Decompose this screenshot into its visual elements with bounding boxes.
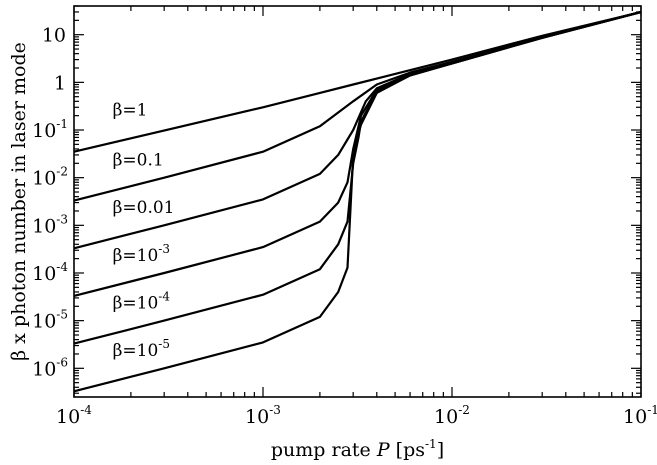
x-tick-label: 10-1 <box>623 403 657 428</box>
x-tick-label-exp: -4 <box>80 403 92 417</box>
y-tick-label-base: 1 <box>54 72 66 94</box>
curve-label-base: β=10 <box>113 246 159 266</box>
curves-group <box>73 10 642 393</box>
x-tick-label: 10-3 <box>245 403 281 428</box>
y-tick-label-exp: -3 <box>56 212 68 226</box>
y-tick-label: 10-6 <box>32 355 68 380</box>
curve-labels-group: β=1β=0.1β=0.01β=10-3β=10-4β=10-5 <box>113 101 175 361</box>
series-line-2 <box>73 10 642 202</box>
plot-frame <box>73 5 642 398</box>
x-tick-label-exp: -1 <box>647 403 657 417</box>
y-tick-label: 10 <box>42 25 66 47</box>
x-axis-title-close: ] <box>437 439 444 461</box>
y-tick-label-base: 10 <box>32 263 56 285</box>
y-tick-label: 10-2 <box>32 165 68 190</box>
y-tick-label-exp: -6 <box>56 355 68 369</box>
x-tick-label-base: 10 <box>623 406 647 428</box>
y-tick-label: 10-1 <box>32 117 68 142</box>
y-tick-label: 10-3 <box>32 212 68 237</box>
y-tick-label-base: 10 <box>32 358 56 380</box>
y-tick-label-base: 10 <box>32 215 56 237</box>
y-tick-label-exp: -1 <box>56 117 68 131</box>
y-tick-label: 1 <box>54 72 66 94</box>
curve-label-base: β=1 <box>113 101 148 121</box>
curve-label-base: β=0.1 <box>113 151 164 171</box>
y-tick-label: 10-4 <box>32 260 68 285</box>
curve-label-base: β=0.01 <box>113 198 175 218</box>
curve-label-exp: -3 <box>158 242 170 256</box>
x-tick-label-exp: -3 <box>269 403 281 417</box>
y-tick-label-base: 10 <box>32 168 56 190</box>
curve-label-exp: -4 <box>158 289 170 303</box>
y-tick-label-base: 10 <box>42 25 66 47</box>
series-line-6 <box>73 10 642 393</box>
x-axis-title-post: [ps <box>390 439 425 461</box>
x-tick-label-base: 10 <box>56 406 80 428</box>
y-tick-label: 10-5 <box>32 308 68 333</box>
curve-label-3: β=0.01 <box>113 198 175 218</box>
ticks-group: 10-4 10-3 10-2 10-110-610-510-410-310-210-1… <box>32 5 657 428</box>
y-tick-label-base: 10 <box>32 311 56 333</box>
y-axis-title: β x photon number in laser mode <box>8 42 30 361</box>
x-axis-title: pump rate P [ps-1] <box>271 437 444 461</box>
curve-label-4: β=10-3 <box>113 242 170 266</box>
x-tick-label-base: 10 <box>434 406 458 428</box>
x-axis-title-var: P <box>376 439 391 461</box>
curve-label-base: β=10 <box>113 341 159 361</box>
x-axis-title-exp: -1 <box>425 437 437 451</box>
y-tick-label-exp: -5 <box>56 308 68 322</box>
x-tick-label-exp: -2 <box>458 403 470 417</box>
curve-label-6: β=10-5 <box>113 337 170 361</box>
curve-label-exp: -5 <box>158 337 170 351</box>
x-tick-label-base: 10 <box>245 406 269 428</box>
series-line-1 <box>73 10 642 153</box>
y-tick-label-exp: -4 <box>56 260 68 274</box>
x-tick-label: 10-2 <box>434 403 470 428</box>
curve-label-base: β=10 <box>113 293 159 313</box>
y-tick-label-base: 10 <box>32 120 56 142</box>
curve-label-2: β=0.1 <box>113 151 164 171</box>
y-tick-label-exp: -2 <box>56 165 68 179</box>
x-axis-title-pre: pump rate <box>271 439 377 461</box>
curve-label-1: β=1 <box>113 101 148 121</box>
curve-label-5: β=10-4 <box>113 289 171 313</box>
x-tick-label: 10-4 <box>56 403 92 428</box>
